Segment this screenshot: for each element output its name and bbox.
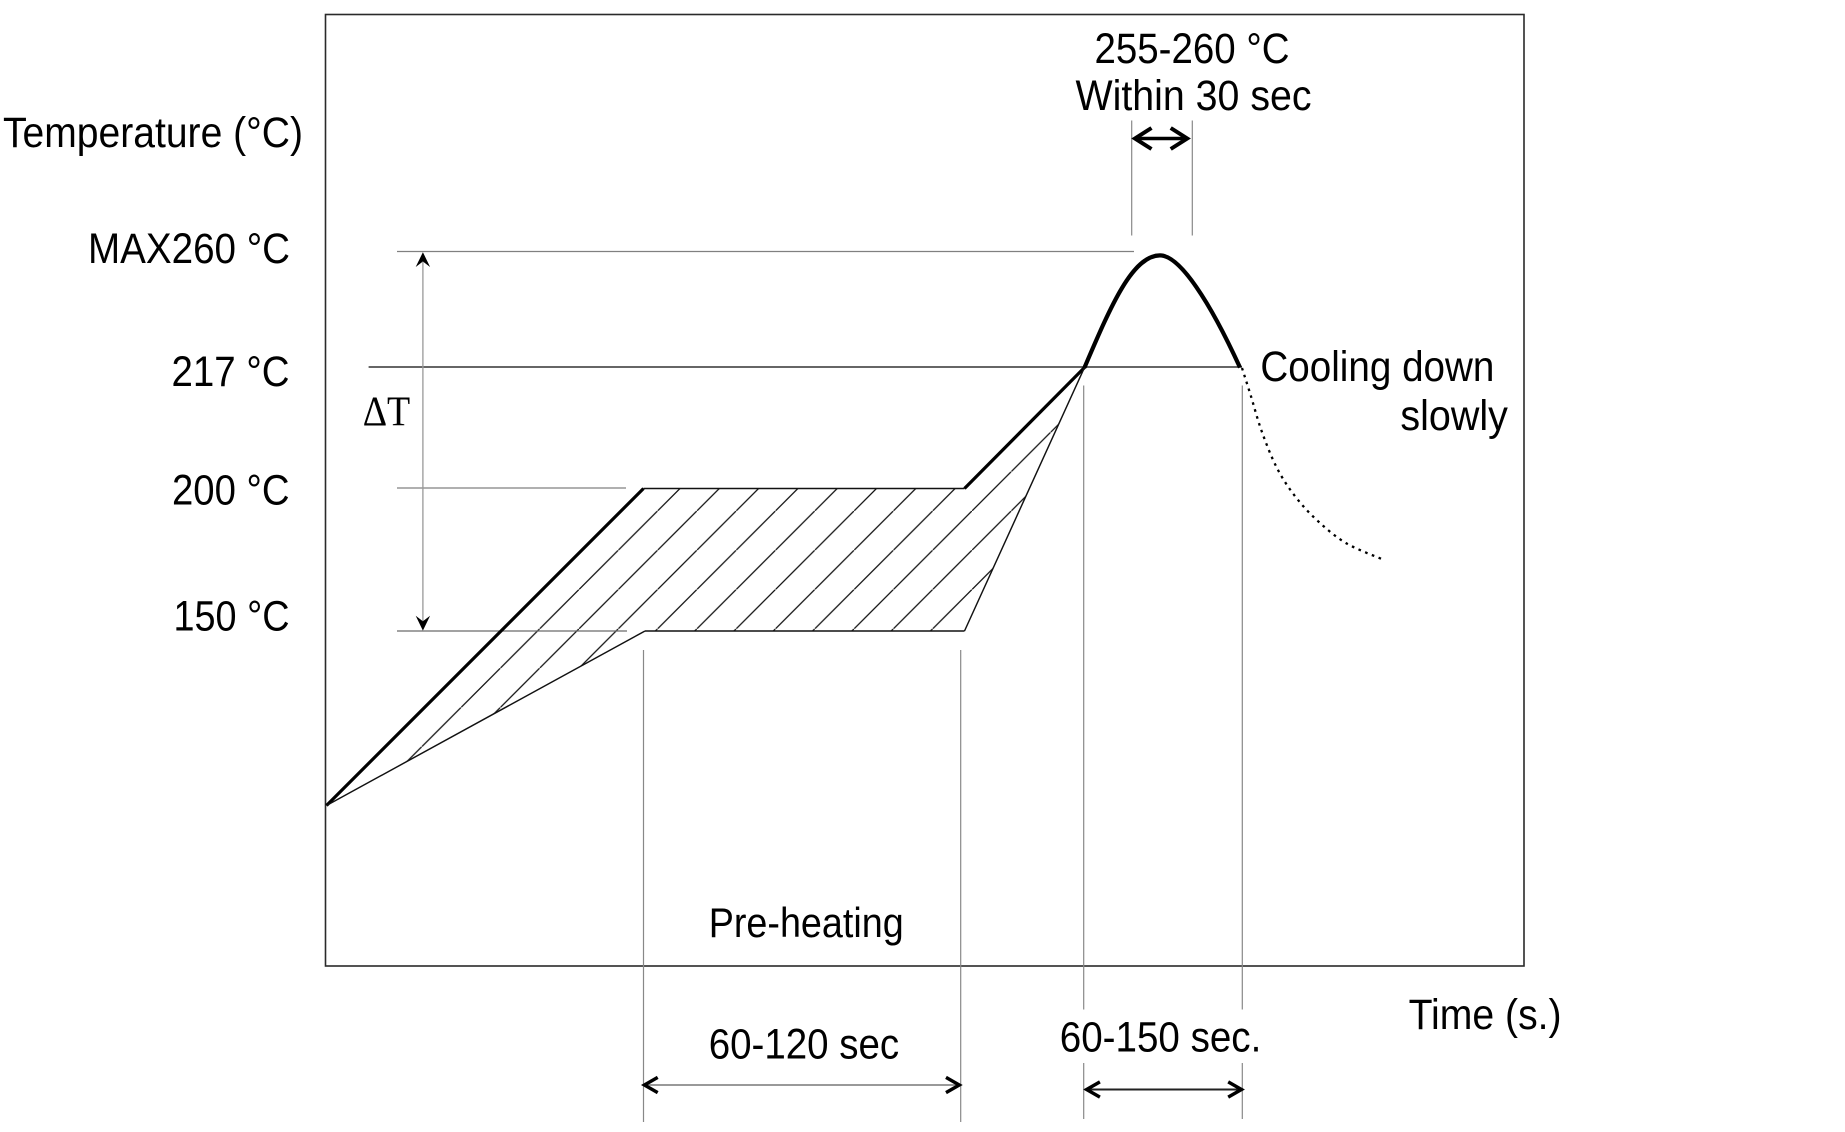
svg-text:255-260 °C: 255-260 °C [1095, 25, 1290, 73]
svg-text:60-120 sec: 60-120 sec [709, 1021, 900, 1069]
svg-text:Pre-heating: Pre-heating [709, 899, 904, 946]
svg-text:Cooling down: Cooling down [1260, 343, 1494, 391]
svg-text:60-150 sec.: 60-150 sec. [1060, 1014, 1262, 1062]
svg-text:150 °C: 150 °C [174, 593, 290, 641]
svg-text:slowly: slowly [1400, 392, 1508, 440]
svg-text:217 °C: 217 °C [172, 348, 290, 396]
svg-text:ΔT: ΔT [363, 390, 411, 436]
svg-text:Temperature (°C): Temperature (°C) [3, 109, 303, 157]
svg-text:Time (s.): Time (s.) [1409, 991, 1562, 1039]
svg-text:Within 30 sec: Within 30 sec [1076, 72, 1312, 120]
svg-text:200 °C: 200 °C [172, 467, 290, 515]
svg-text:MAX260 °C: MAX260 °C [88, 225, 290, 273]
